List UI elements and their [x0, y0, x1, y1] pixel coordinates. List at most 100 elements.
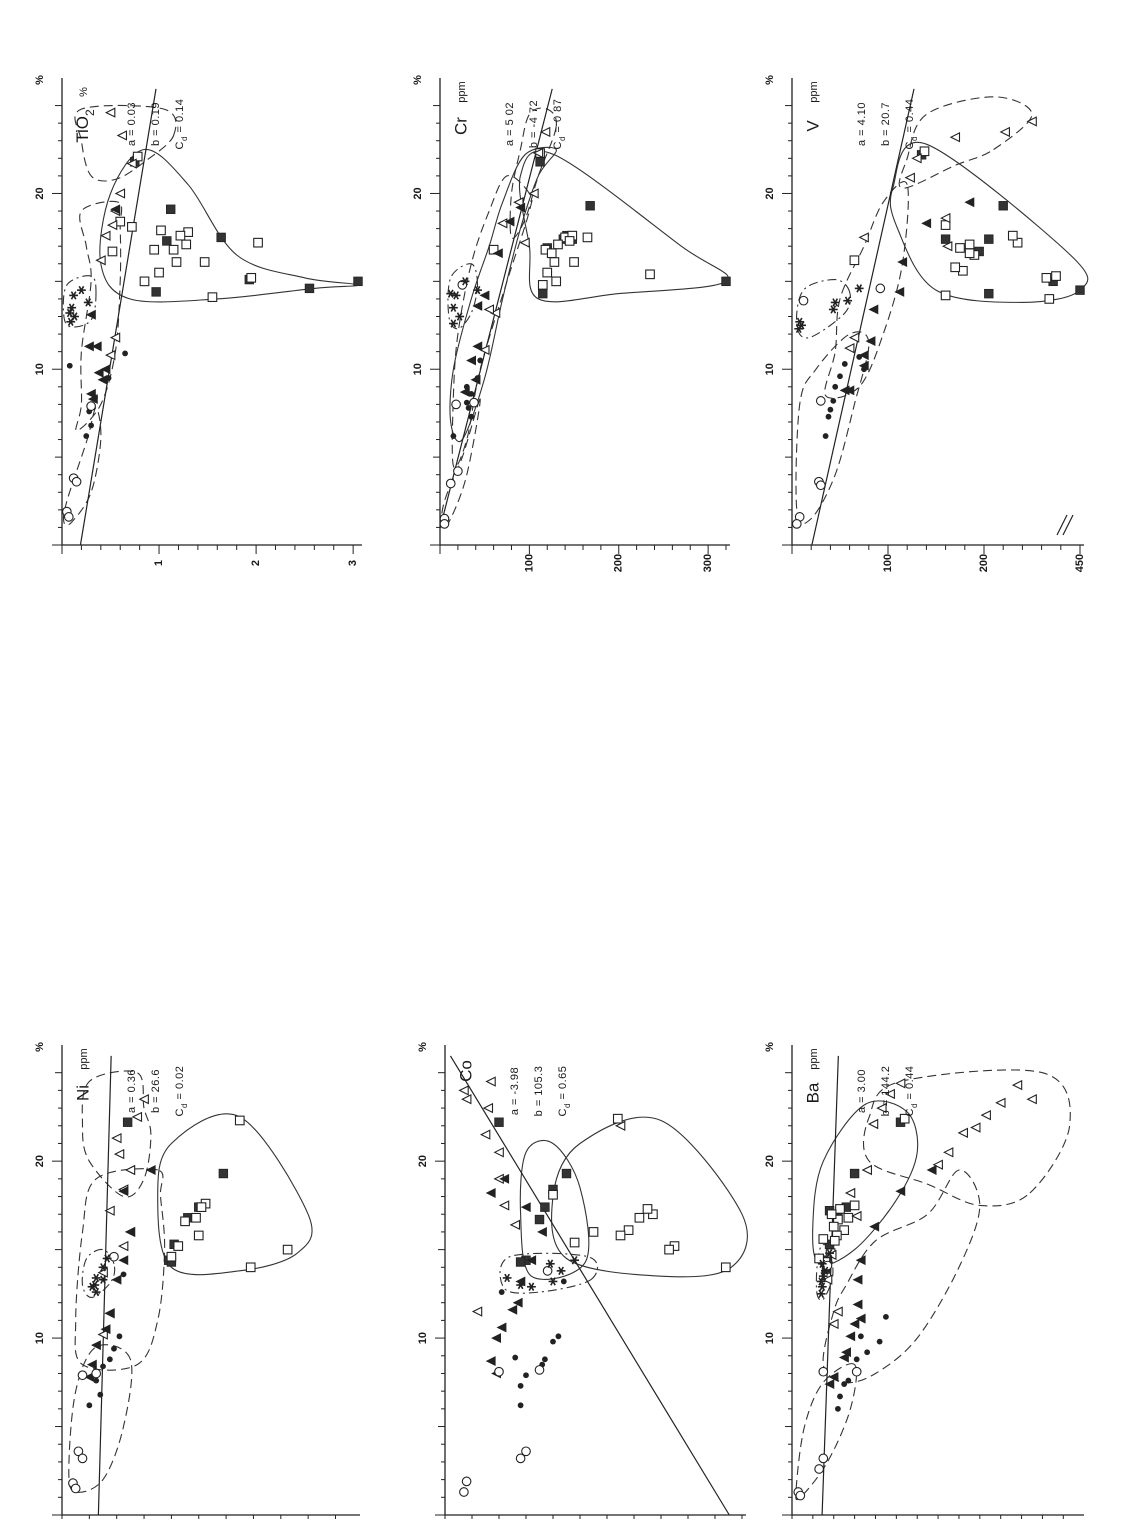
data-point-open-triangle [471, 1306, 483, 1317]
x-unit-label: % [764, 75, 776, 85]
data-point-open-triangle [104, 349, 116, 361]
data-point-open-square [623, 1225, 634, 1236]
data-point-open-triangle [528, 188, 539, 199]
data-point-asterisk [816, 1289, 826, 1299]
data-point-asterisk [854, 284, 864, 293]
data-point-open-triangle [111, 1132, 122, 1144]
data-point-open-square [818, 1234, 829, 1244]
data-point-filled-circle [876, 1338, 883, 1345]
data-point-filled-triangle [507, 1304, 518, 1315]
regression-line [811, 88, 915, 546]
data-point-filled-circle [111, 1345, 117, 1352]
data-point-filled-triangle [921, 218, 932, 229]
panel-1: 10 20% 100 200 300 ppm Cr a = 5 02 b = -4 72 Cd =… [412, 75, 731, 572]
data-point-open-square [955, 243, 965, 253]
group-outline-dashed [68, 1344, 133, 1493]
data-point-filled-triangle [125, 1226, 136, 1237]
data-point-filled-triangle [838, 1352, 849, 1363]
data-point-open-triangle [131, 1111, 143, 1123]
data-point-filled-triangle [485, 1188, 496, 1198]
data-point-open-square [664, 1244, 674, 1255]
data-point-open-triangle [106, 219, 118, 231]
data-point-open-square [180, 1216, 190, 1227]
data-point-filled-triangle [828, 1372, 839, 1382]
group-outline-dashdot [62, 275, 97, 328]
data-point-asterisk [83, 298, 93, 307]
data-point-open-circle [77, 1453, 88, 1464]
data-point-asterisk [102, 1254, 112, 1263]
data-point-filled-circle [116, 1333, 123, 1340]
variable-label: Ba [803, 1082, 822, 1103]
group-outline-dashdot [447, 263, 479, 330]
data-point-open-triangle [498, 1200, 510, 1211]
data-point-filled-triangle [504, 216, 515, 227]
group-outline-dashed [898, 96, 1033, 189]
data-point-open-square [835, 1204, 845, 1214]
data-point-open-circle [439, 519, 450, 529]
data-point-open-triangle [861, 1164, 872, 1176]
data-point-filled-triangle [472, 341, 483, 352]
data-point-asterisk [455, 312, 465, 321]
group-outline-dashed [74, 104, 177, 182]
data-point-filled-square [538, 288, 548, 299]
data-point-open-circle [63, 512, 74, 522]
data-point-open-circle [534, 1365, 545, 1375]
data-point-open-square [549, 257, 560, 267]
data-point-open-square [814, 1253, 824, 1264]
coefficient-0: a = 3.00 [856, 1069, 868, 1113]
data-point-asterisk [556, 1266, 566, 1276]
x-tick-label: 20 [764, 187, 776, 199]
data-point-open-square [828, 1221, 839, 1232]
data-point-open-triangle [932, 1159, 943, 1170]
variable-label: Cr [451, 117, 470, 135]
data-point-filled-square [721, 276, 731, 287]
data-point-filled-triangle [93, 367, 104, 378]
x-unit-label: % [34, 75, 46, 85]
data-point-open-square [720, 1262, 731, 1273]
data-point-filled-triangle [90, 1340, 101, 1351]
x-tick-label: 20 [34, 1155, 46, 1167]
group-outline-dashdot [81, 1248, 116, 1298]
coefficient-1: b = 144.2 [880, 1066, 892, 1117]
unit-label: ppm [78, 1048, 90, 1069]
y-tick-label: 200 [613, 554, 625, 572]
data-point-open-circle [73, 1446, 84, 1457]
data-point-filled-triangle [479, 290, 490, 301]
data-point-filled-triangle [85, 309, 96, 320]
data-point-open-square [899, 1113, 910, 1124]
data-point-asterisk [545, 1259, 555, 1268]
variable-label: Ni [73, 1085, 92, 1101]
data-point-open-circle [453, 466, 463, 477]
data-point-open-triangle [970, 1122, 981, 1133]
data-point-filled-circle [105, 375, 112, 381]
data-point-filled-circle [864, 1349, 871, 1356]
unit-label: ppm [456, 81, 468, 102]
group-outline-dashdot [499, 1252, 599, 1294]
data-point-open-circle [818, 1366, 829, 1377]
axis-break-mark [1062, 514, 1074, 536]
data-point-open-triangle [999, 126, 1010, 138]
data-point-open-square [488, 244, 499, 255]
data-point-asterisk [66, 317, 76, 326]
data-point-filled-circle [463, 399, 470, 406]
data-point-open-circle [494, 1366, 504, 1377]
data-point-asterisk [825, 1248, 834, 1258]
coefficient-2: Cd = 0 87 [552, 99, 567, 150]
y-tick-label: 200 [978, 554, 990, 572]
data-point-open-triangle [884, 1088, 895, 1100]
data-point-open-triangle [489, 307, 501, 319]
group-outline-dashed [74, 1168, 166, 1371]
group-outline-dashed [863, 1069, 1071, 1207]
x-tick-label: 10 [764, 1332, 776, 1344]
data-point-filled-triangle [118, 1186, 129, 1197]
data-point-open-square [1044, 294, 1055, 304]
data-point-filled-square [940, 234, 951, 244]
data-point-filled-square [1075, 285, 1085, 295]
data-point-filled-square [585, 201, 595, 211]
data-point-open-triangle [942, 1147, 954, 1158]
data-point-open-triangle [949, 132, 961, 143]
data-point-open-triangle [851, 1210, 862, 1222]
data-point-asterisk [527, 1282, 536, 1291]
